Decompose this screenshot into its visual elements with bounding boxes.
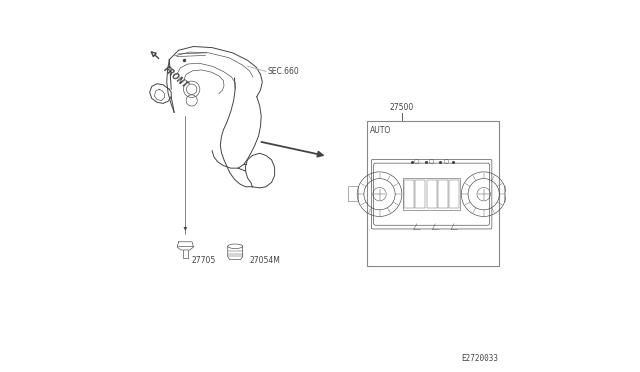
Bar xyxy=(427,180,436,208)
Bar xyxy=(438,180,448,208)
Text: AUTO: AUTO xyxy=(370,126,392,135)
Bar xyxy=(449,180,459,208)
Text: 27500: 27500 xyxy=(390,103,414,112)
Text: FRONT: FRONT xyxy=(162,65,190,90)
Text: E2720033: E2720033 xyxy=(461,354,499,363)
Text: SEC.660: SEC.660 xyxy=(267,67,299,76)
Bar xyxy=(367,121,499,266)
Text: 27054M: 27054M xyxy=(250,256,280,265)
Bar xyxy=(415,180,425,208)
Bar xyxy=(403,178,460,210)
Bar xyxy=(404,180,414,208)
Text: 27705: 27705 xyxy=(191,256,216,265)
